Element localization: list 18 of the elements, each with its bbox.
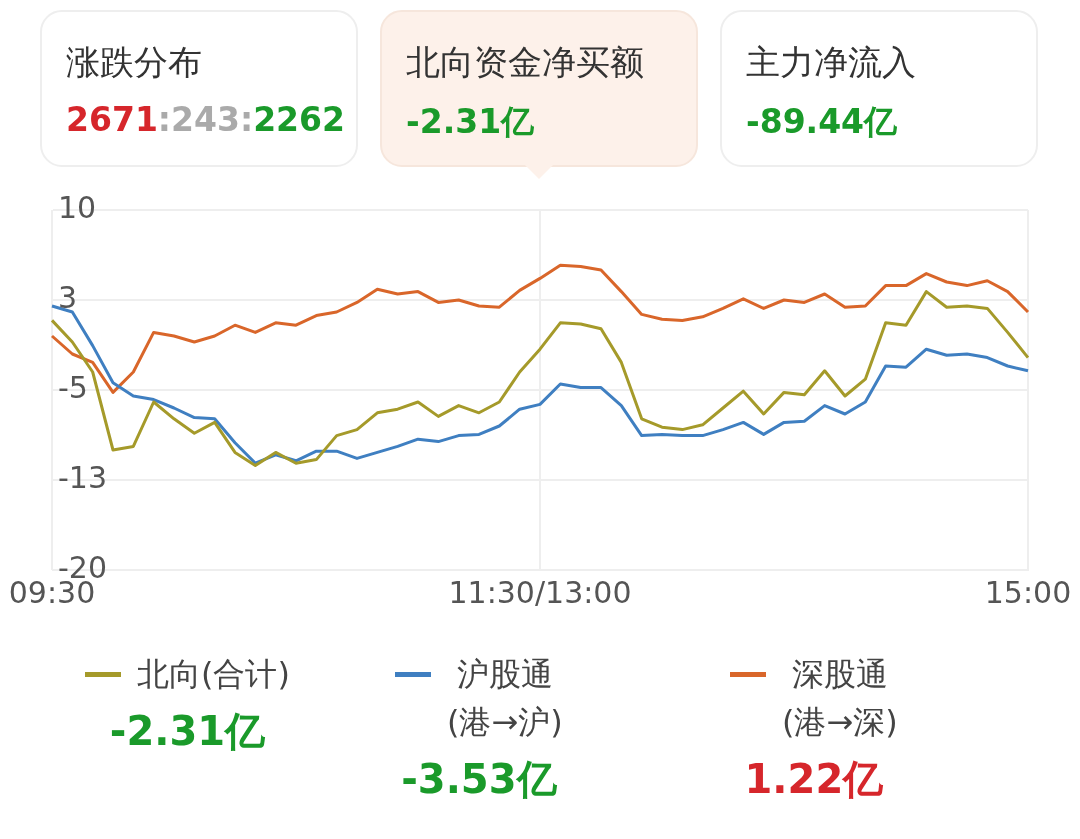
- text: 1.22亿: [743, 755, 885, 804]
- x-tick-label: 11:30/13:00: [448, 574, 632, 610]
- legend-label: 北向(合计): [137, 654, 290, 695]
- text: -2.31亿: [406, 101, 536, 143]
- y-tick-label: 10: [58, 189, 97, 225]
- legend-label: 沪股通 (港→沪): [447, 654, 563, 743]
- text: 主力净流入: [746, 41, 917, 84]
- text: -2.31亿: [108, 707, 267, 756]
- text: -89.44亿: [746, 101, 899, 143]
- text: 北向资金净买额: [406, 41, 645, 84]
- y-tick-label: 3: [58, 279, 78, 315]
- text: -3.53亿: [400, 755, 558, 804]
- y-tick-label: -5: [58, 369, 88, 405]
- legend-label: 深股通 (港→深): [782, 654, 898, 743]
- y-tick-label: -13: [58, 459, 107, 495]
- text: 涨跌分布: [66, 41, 203, 84]
- x-tick-label: 15:00: [984, 574, 1072, 610]
- text: 2671:243:2262: [66, 100, 346, 139]
